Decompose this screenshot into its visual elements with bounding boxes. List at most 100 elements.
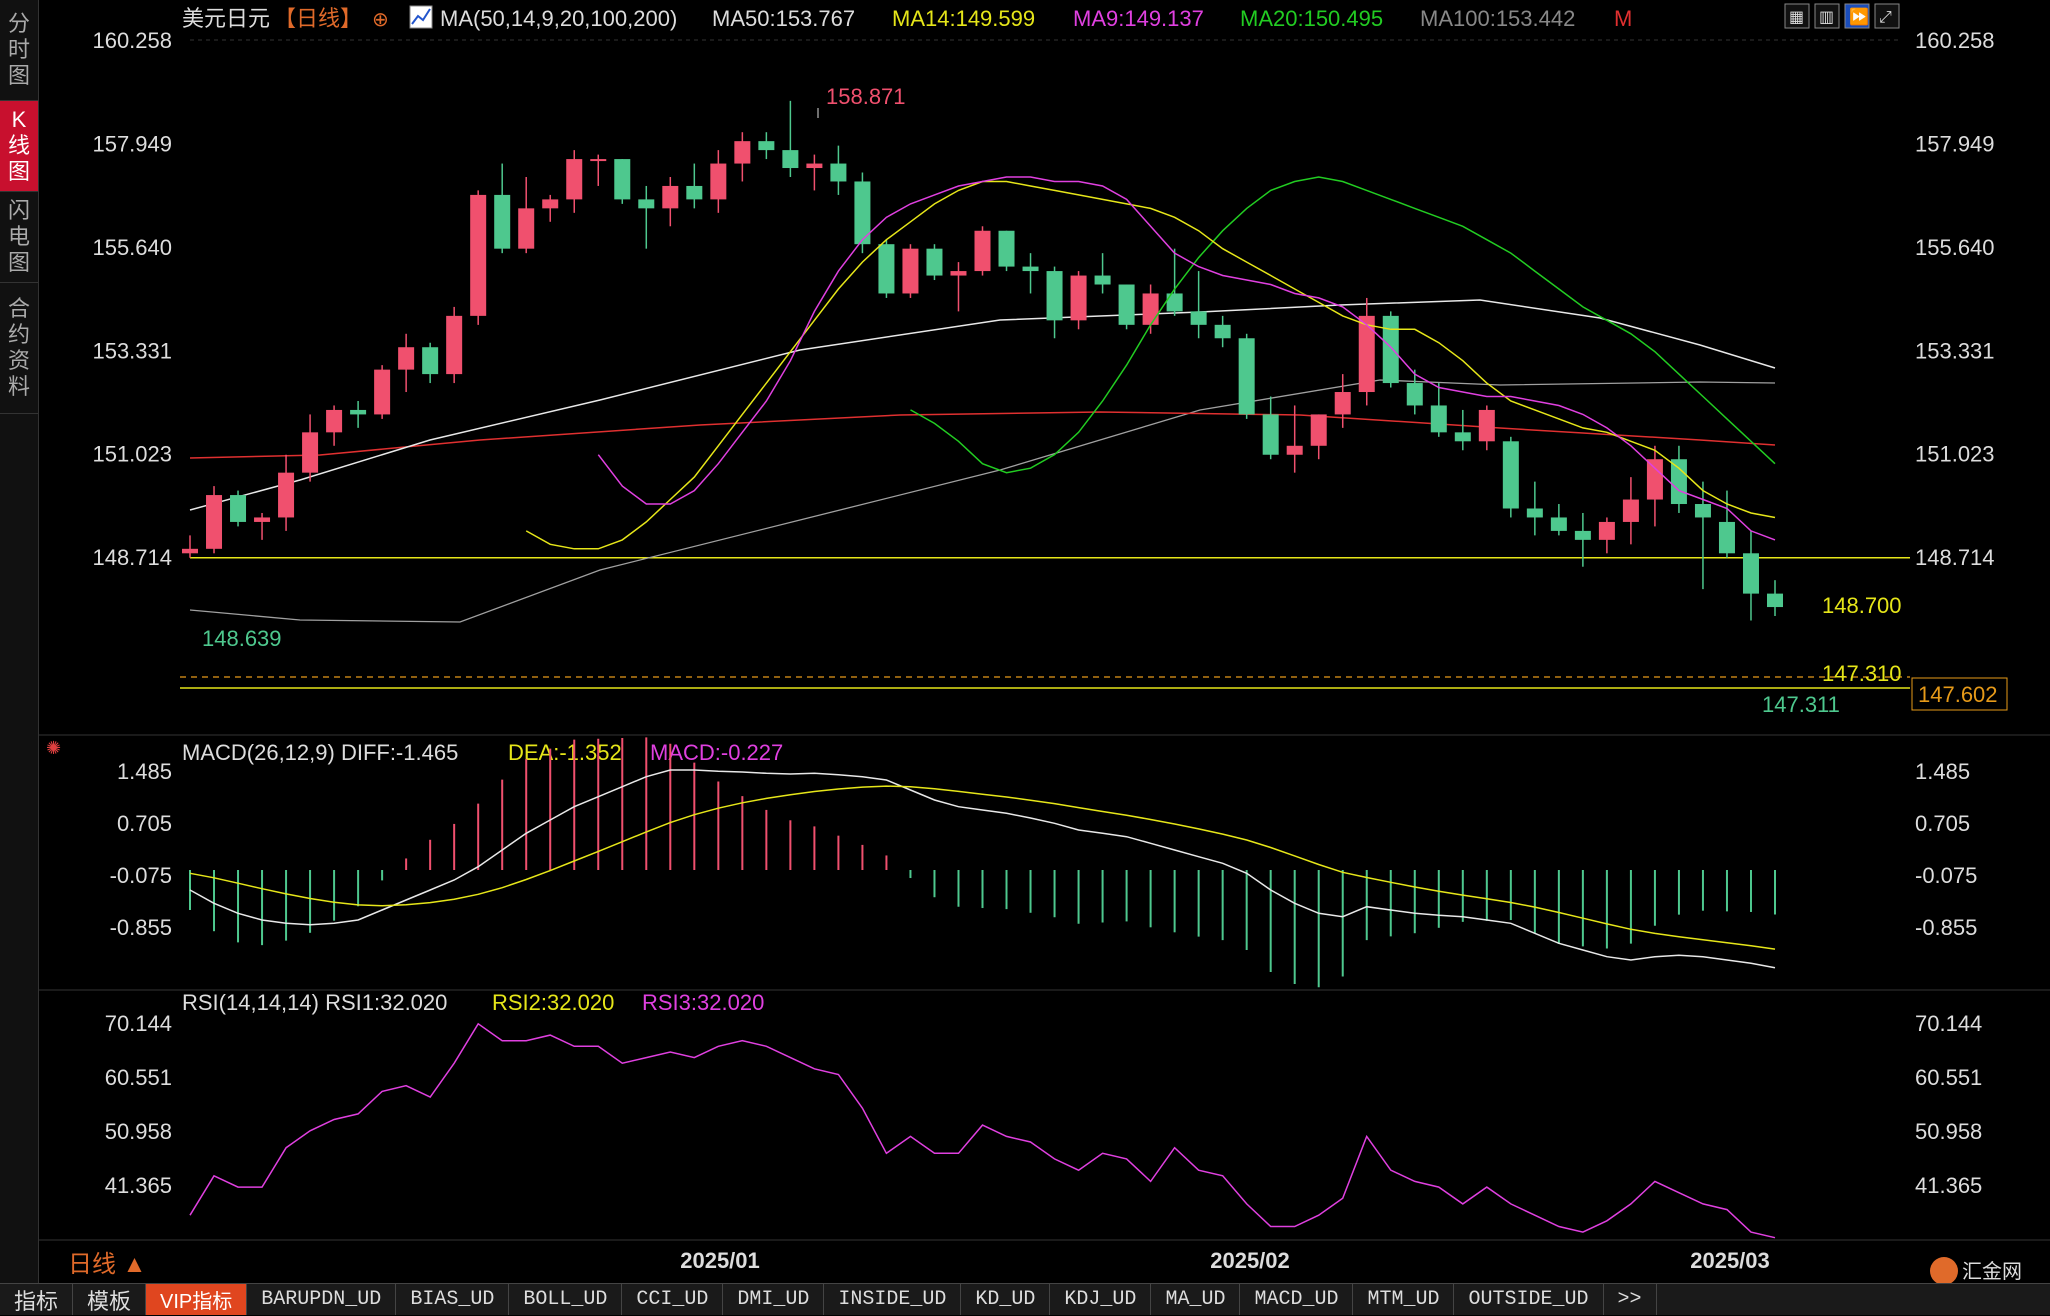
sidebar-tab-char: 闪 [7,198,30,223]
period-button[interactable]: 日线 ▲ [68,1251,146,1278]
candle-body [1694,504,1711,518]
candle-body [350,409,367,415]
candle-body [758,141,775,151]
expand-icon-glyph: ⤢ [1879,9,1892,26]
indicator-tab-barupdn-ud[interactable]: BARUPDN_UD [247,1284,397,1315]
watermark-logo-icon [1930,1257,1958,1283]
current-price-box [1911,677,2008,711]
indicator-chart-icon [409,5,433,29]
candle-body [398,347,415,370]
ma50-line [189,299,1776,511]
rsi-tick-left: 70.144 [105,1011,172,1036]
candle-body [566,159,583,200]
indicator-chart-icon-line [411,8,431,25]
candle-body [734,141,751,164]
candle-body [1190,311,1207,325]
rsi3-value: RSI3:32.020 [642,990,764,1015]
indicator-tab-macd-ud[interactable]: MACD_UD [1240,1284,1354,1315]
indicator-tab-kd-ud[interactable]: KD_UD [961,1284,1051,1315]
layout-grid-icon-glyph: ▦ [1789,9,1804,26]
indicator-tab-mtm-ud[interactable]: MTM_UD [1353,1284,1455,1315]
sidebar-tab-char: 约 [7,322,30,347]
candle-body [830,163,847,182]
watermark-text: 汇金网 [1962,1260,2022,1283]
candle-body [1430,405,1447,433]
candle-body [230,495,247,522]
macd-settings-icon: ✺ [46,738,61,758]
indicator-tab--[interactable]: 模板 [73,1284,147,1315]
candle-body [494,194,511,249]
ma100-line [189,379,1776,623]
candle-body [1502,441,1519,509]
candle-body [1142,293,1159,325]
candle-body [1622,499,1639,522]
candle-body [974,230,991,272]
candle-body [1767,593,1783,608]
indicator-tab-dmi-ud[interactable]: DMI_UD [723,1284,825,1315]
kline-chart[interactable]: 160.258 160.258 157.949 157.949 155.640 155.6… [38,0,2050,1283]
candle-body [1118,284,1135,325]
candle-body [1238,338,1255,415]
candle-body [710,163,727,200]
low-annotation-right: 147.311 [1762,692,1840,717]
candle-body [1598,521,1615,540]
sidebar-tab-char: 线 [7,133,30,158]
level-label-148-700: 148.700 [1822,593,1902,618]
sidebar-tab-char: 时 [7,37,30,62]
price-tick-right: 148.714 [1915,545,1995,570]
ma14-value: MA14:149.599 [892,6,1035,31]
macd-tick-left: 0.705 [117,811,172,836]
candle-body [1670,459,1687,505]
indicator-tab-cci-ud[interactable]: CCI_UD [622,1284,724,1315]
fast-forward-icon[interactable] [1844,3,1870,29]
rsi-title: RSI(14,14,14) RSI1:32.020 [182,990,447,1015]
candle-body [686,185,703,200]
indicator-tab-vip-[interactable]: VIP指标 [146,1284,248,1315]
candle-body [1550,517,1567,531]
ma-title: MA(50,14,9,20,100,200) [440,6,677,31]
time-axis-label: 2025/02 [1210,1248,1290,1273]
price-tick-left: 151.023 [92,442,172,467]
low-annotation-left: 148.639 [202,626,282,651]
sidebar-tab-char: 分 [7,11,30,36]
macd-diff-line [189,769,1776,969]
candle-body [854,181,871,245]
expand-icon[interactable] [1874,3,1900,29]
indicator-tab-bias-ud[interactable]: BIAS_UD [396,1284,510,1315]
indicator-tab--[interactable]: >> [1604,1284,1657,1315]
rsi-tick-right: 50.958 [1915,1119,1982,1144]
sidebar-tab-3[interactable]: 合约资料 [0,283,38,414]
price-tick-left: 148.714 [92,545,172,570]
candle-body [374,369,391,415]
candle-body [1094,275,1111,285]
indicator-tab--[interactable]: 指标 [0,1284,74,1315]
layout-grid-icon[interactable] [1784,3,1810,29]
candle-body [590,159,607,162]
sidebar-tab-0[interactable]: 分时图 [0,0,38,101]
indicator-tab-ma-ud[interactable]: MA_UD [1151,1284,1241,1315]
symbol-name: 美元日元 [182,6,270,31]
candle-body [614,159,631,200]
price-tick-right: 155.640 [1915,235,1995,260]
candle-body [1718,521,1735,554]
candle-body [182,548,198,554]
candle-body [278,472,295,518]
rsi-tick-right: 60.551 [1915,1065,1982,1090]
indicator-tab-boll-ud[interactable]: BOLL_UD [509,1284,623,1315]
fast-forward-icon-glyph: ⏩ [1849,7,1869,26]
candle-body [662,185,679,209]
macd-tick-left: 1.485 [117,759,172,784]
candle-body [1358,315,1375,393]
sidebar-tab-char: 图 [7,250,30,275]
sidebar-tab-char: 料 [7,374,30,399]
sidebar-tab-2[interactable]: 闪电图 [0,192,38,283]
indicator-tab-kdj-ud[interactable]: KDJ_UD [1050,1284,1152,1315]
indicator-tab-outside-ud[interactable]: OUTSIDE_UD [1454,1284,1604,1315]
price-tick-left: 153.331 [92,338,172,363]
table-icon[interactable] [1814,3,1840,29]
candle-body [1478,409,1495,442]
rsi-tick-right: 70.144 [1915,1011,1982,1036]
candle-body [518,208,535,249]
indicator-tab-inside-ud[interactable]: INSIDE_UD [824,1284,962,1315]
